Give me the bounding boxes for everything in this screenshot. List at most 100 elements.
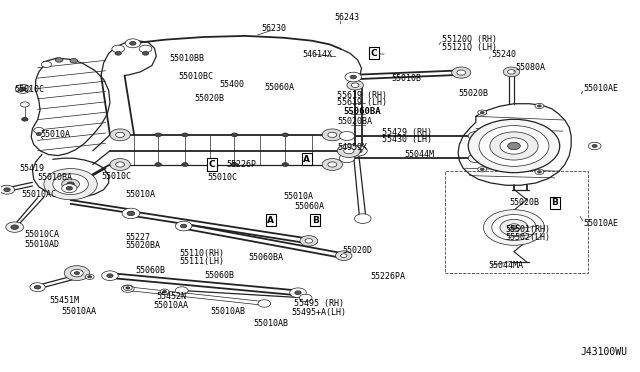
Circle shape [322,158,342,170]
Text: 56243: 56243 [334,13,359,22]
Circle shape [6,222,24,232]
Circle shape [160,289,169,294]
Circle shape [52,174,88,195]
Circle shape [480,112,484,114]
Text: 55010AA: 55010AA [153,301,188,310]
Text: 55419: 55419 [20,164,45,173]
Circle shape [500,138,528,154]
Circle shape [231,163,237,166]
Circle shape [42,61,51,67]
Circle shape [231,133,237,137]
Text: 55010C: 55010C [15,85,45,94]
Text: 55120Q (RH): 55120Q (RH) [442,35,497,44]
Circle shape [592,144,597,147]
Text: 55495+A(LH): 55495+A(LH) [292,308,347,317]
Circle shape [328,132,337,137]
Text: 55060B: 55060B [136,266,165,275]
Text: 55010CA: 55010CA [24,230,59,240]
Text: 55010AC: 55010AC [21,190,56,199]
Circle shape [350,75,356,79]
Text: 55010AD: 55010AD [24,240,59,249]
Text: 55020BA: 55020BA [337,117,372,126]
Circle shape [112,45,125,52]
Circle shape [122,285,134,292]
Circle shape [345,72,362,82]
Circle shape [490,132,538,160]
Text: 55502(LH): 55502(LH) [506,233,551,243]
Circle shape [351,83,359,87]
Circle shape [300,294,312,302]
Text: 55619 (LH): 55619 (LH) [337,98,387,107]
Circle shape [128,41,138,46]
Text: 55010BA: 55010BA [37,173,72,182]
Circle shape [452,67,471,78]
Circle shape [282,163,289,166]
Circle shape [4,188,10,192]
Text: 55044M: 55044M [404,150,434,159]
Circle shape [328,162,337,167]
Circle shape [155,133,161,137]
Circle shape [180,224,187,228]
Text: 54959X: 54959X [337,142,367,151]
Circle shape [66,186,72,190]
Text: 55010C: 55010C [101,172,131,181]
Circle shape [347,80,364,90]
Circle shape [175,287,188,294]
Circle shape [34,128,44,134]
Circle shape [300,235,317,246]
Circle shape [116,162,125,167]
Circle shape [468,119,560,173]
Circle shape [142,51,148,55]
Text: 55060B: 55060B [204,271,234,280]
Circle shape [110,129,131,141]
Text: 55060BA: 55060BA [344,108,381,116]
Circle shape [74,272,79,275]
Circle shape [182,163,188,166]
Circle shape [468,154,483,163]
Circle shape [538,105,541,107]
Circle shape [61,179,79,189]
Circle shape [588,142,601,150]
Circle shape [155,163,161,166]
Text: 55121Q (LH): 55121Q (LH) [442,42,497,51]
Circle shape [175,221,192,231]
Text: 55010AB: 55010AB [211,307,245,316]
Text: 55010A: 55010A [284,192,314,201]
Text: 55226PA: 55226PA [371,272,405,281]
Text: 55020BA: 55020BA [126,241,161,250]
Text: 55501(RH): 55501(RH) [506,225,551,234]
Circle shape [126,287,130,289]
Circle shape [15,84,31,93]
Circle shape [282,133,289,137]
Circle shape [508,142,520,150]
Circle shape [492,215,536,240]
Circle shape [535,169,544,174]
Circle shape [500,219,528,235]
Text: 55226P: 55226P [226,160,256,169]
Text: 55400: 55400 [220,80,245,89]
Text: 55010AA: 55010AA [61,307,97,316]
Text: 56230: 56230 [261,24,286,33]
Circle shape [107,274,113,278]
Circle shape [478,110,486,115]
Circle shape [125,39,140,48]
Text: 55010AE: 55010AE [584,84,619,93]
Circle shape [35,285,41,289]
Circle shape [483,210,545,245]
Circle shape [508,224,520,231]
Circle shape [478,167,486,172]
Text: B: B [551,198,558,207]
Circle shape [20,102,29,107]
Text: C: C [208,160,215,169]
Circle shape [349,145,367,156]
Circle shape [457,70,466,75]
Text: 55430 (LH): 55430 (LH) [382,135,432,144]
Circle shape [511,226,517,230]
Text: 55010A: 55010A [40,129,70,139]
Circle shape [339,154,355,163]
Circle shape [22,118,28,121]
Circle shape [44,169,97,200]
Circle shape [115,51,122,55]
Circle shape [337,144,360,157]
Circle shape [124,285,132,291]
